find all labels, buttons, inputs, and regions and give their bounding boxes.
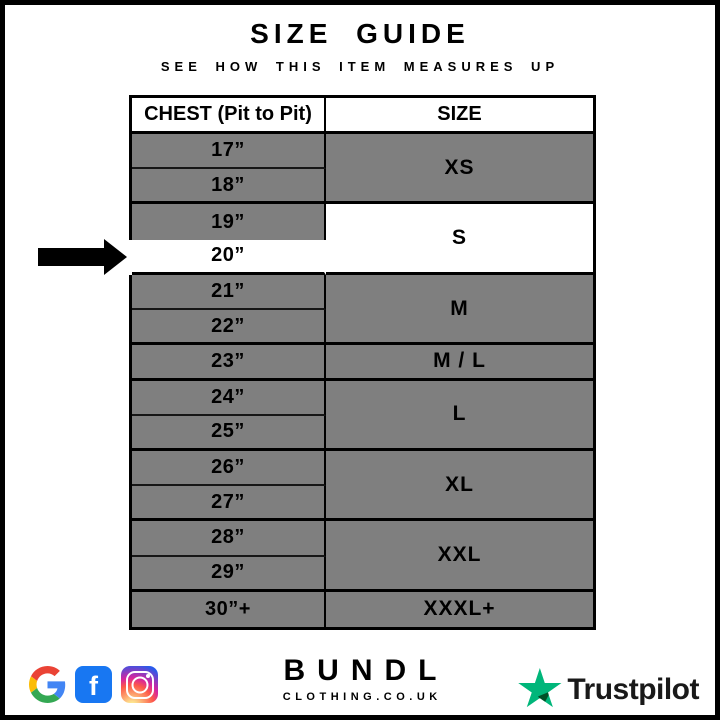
brand-logo: BUNDL CLOTHING.CO.UK (5, 654, 715, 704)
chest-cell: 26” (132, 450, 326, 487)
instagram-icon (121, 666, 158, 703)
brand-name: BUNDL (283, 654, 449, 687)
size-cell: S (326, 204, 593, 275)
chest-cell: 22” (132, 310, 326, 346)
chest-cell: 27” (132, 486, 326, 522)
chest-cell: 30”+ (132, 591, 326, 627)
chest-cell: 17” (132, 134, 326, 170)
column-header-chest: CHEST (Pit to Pit) (132, 98, 326, 134)
chest-cell: 25” (132, 415, 326, 451)
chest-cell: 18” (132, 169, 326, 205)
social-icons: f (29, 666, 158, 703)
highlight-border-mask (129, 239, 132, 275)
trustpilot-label: Trustpilot (567, 672, 699, 706)
chest-cell: 29” (132, 556, 326, 592)
trustpilot-star-icon (518, 668, 562, 708)
chest-cell: 24” (132, 380, 326, 416)
chest-cell: 20” (132, 239, 326, 275)
instagram-camera-flash-dot (146, 674, 150, 678)
size-cell: XL (326, 450, 593, 522)
instagram-camera-body (125, 670, 154, 699)
page-title: SIZE GUIDE (250, 18, 470, 49)
size-cell: XXXL+ (326, 591, 593, 627)
size-table: CHEST (Pit to Pit) SIZE 17” 18” XS 19” 20” S 2… (129, 95, 596, 630)
trustpilot-star-notch (538, 691, 551, 705)
chest-cell: 21” (132, 274, 326, 311)
size-cell: XS (326, 134, 593, 205)
chest-cell: 28” (132, 521, 326, 557)
facebook-f-glyph: f (89, 671, 98, 701)
facebook-icon: f (75, 666, 112, 703)
instagram-camera-lens (131, 676, 148, 693)
column-header-size: SIZE (326, 98, 593, 134)
highlight-arrow-icon (38, 239, 127, 275)
size-cell: M / L (326, 345, 593, 381)
page-subtitle: SEE HOW THIS ITEM MEASURES UP (160, 59, 560, 74)
size-cell: L (326, 380, 593, 451)
chest-cell: 23” (132, 345, 326, 381)
size-cell: M (326, 274, 593, 346)
size-cell: XXL (326, 521, 593, 592)
trustpilot-logo: Trustpilot (517, 668, 699, 711)
brand-domain: CLOTHING.CO.UK (282, 691, 442, 703)
chest-cell: 19” (132, 204, 326, 240)
google-icon (29, 666, 66, 703)
